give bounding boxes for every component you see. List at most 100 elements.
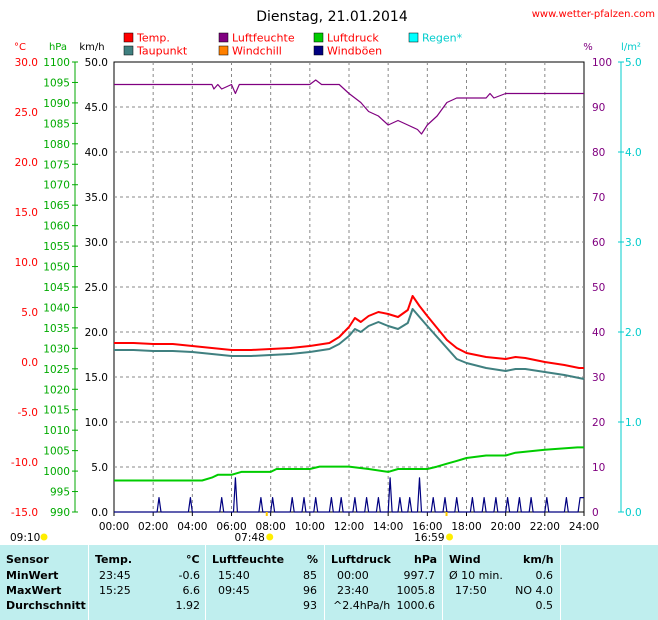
x-axis: 00:00 02:00 04:00 06:00 08:00 10:00 12:00 14:00… — [99, 512, 599, 533]
humidity-value: 85 — [303, 569, 317, 582]
legend-swatch — [313, 32, 324, 43]
tick-label-humidity: 90 — [592, 102, 605, 114]
grid — [114, 62, 584, 512]
header-pressure-unit: hPa — [414, 553, 438, 566]
tick-label-wind: 0.0 — [91, 507, 108, 519]
tick-label-pressure: 1030 — [43, 343, 70, 355]
weather-chart: Dienstag, 21.01.2014 www.wetter-pfalzen.… — [10, 9, 655, 544]
stats-row-max: MaxWert 15:25 6.6 09:45 96 23:40 1005.8 … — [0, 583, 658, 598]
tick-label-pressure: 1035 — [43, 323, 70, 335]
tick-label-humidity: 50 — [592, 282, 605, 294]
x-tick-label: 08:00 — [256, 521, 286, 533]
x-tick-label: 10:00 — [295, 521, 325, 533]
stats-row-min: MinWert 23:45 -0.6 15:40 85 00:00 997.7 … — [0, 568, 658, 583]
legend-label: Windchill — [232, 45, 282, 58]
tick-label-humidity: 60 — [592, 237, 605, 249]
humidity-time: 15:40 — [218, 569, 250, 582]
axis-unit-humidity: % — [583, 42, 593, 53]
x-tick-label: 12:00 — [334, 521, 364, 533]
tick-label-pressure: 1025 — [43, 364, 70, 376]
header-sensor: Sensor — [6, 553, 49, 566]
tick-label-humidity: 40 — [592, 327, 605, 339]
source-url: www.wetter-pfalzen.com — [532, 9, 655, 20]
tick-label-wind: 40.0 — [85, 147, 108, 159]
tick-label-temp: 0.0 — [21, 357, 38, 369]
x-tick-label: 04:00 — [177, 521, 207, 533]
tick-label-temp: 20.0 — [15, 157, 38, 169]
x-tick-label: 06:00 — [216, 521, 246, 533]
tick-label-humidity: 70 — [592, 192, 605, 204]
tick-label-temp: -5.0 — [18, 407, 39, 419]
tick-label-rain: 2.0 — [625, 327, 642, 339]
tick-label-pressure: 1050 — [43, 262, 70, 274]
tick-label-humidity: 30 — [592, 372, 605, 384]
legend-swatch — [218, 45, 229, 56]
humidity-value: 96 — [303, 584, 317, 597]
temp-time: 23:45 — [99, 569, 131, 582]
x-tick-label: 00:00 — [99, 521, 129, 533]
tick-label-rain: 0.0 — [625, 507, 642, 519]
pressure-value: 997.7 — [403, 569, 436, 582]
tick-label-pressure: 1055 — [43, 241, 70, 253]
series-group — [114, 79, 585, 513]
x-tick-label: 14:00 — [373, 521, 403, 533]
tick-label-wind: 10.0 — [85, 417, 108, 429]
axis-unit-temp: °C — [14, 42, 26, 53]
tick-label-pressure: 995 — [50, 487, 70, 499]
tick-label-wind: 45.0 — [85, 102, 108, 114]
row-label: MaxWert — [6, 584, 62, 597]
tick-label-pressure: 1015 — [43, 405, 70, 417]
sun-time-label: 07:48 — [234, 532, 264, 544]
header-temp-unit: °C — [186, 553, 200, 566]
tick-label-wind: 35.0 — [85, 192, 108, 204]
series-line — [114, 79, 584, 135]
tick-label-pressure: 1090 — [43, 98, 70, 110]
row-label: MinWert — [6, 569, 59, 582]
tick-label-humidity: 10 — [592, 462, 605, 474]
tick-label-wind: 5.0 — [91, 462, 108, 474]
chart-title: Dienstag, 21.01.2014 — [256, 9, 408, 25]
tick-label-wind: 50.0 — [85, 57, 108, 69]
legend-swatch — [123, 32, 134, 43]
tick-label-rain: 4.0 — [625, 147, 642, 159]
series-line — [114, 295, 584, 369]
x-tick-label: 22:00 — [530, 521, 560, 533]
tick-label-rain: 5.0 — [625, 57, 642, 69]
tick-label-pressure: 1000 — [43, 466, 70, 478]
series-line — [114, 446, 584, 482]
axis-unit-pressure: hPa — [49, 42, 67, 53]
tick-label-temp: 30.0 — [15, 57, 38, 69]
header-pressure: Luftdruck — [331, 553, 391, 566]
legend-label: Regen* — [422, 32, 463, 45]
header-humidity-unit: % — [307, 553, 319, 566]
sun-markers: 09:10 07:48 16:59 — [10, 512, 454, 544]
tick-label-humidity: 80 — [592, 147, 605, 159]
tick-label-pressure: 1045 — [43, 282, 70, 294]
tick-label-temp: -10.0 — [11, 457, 38, 469]
tick-label-temp: 10.0 — [15, 257, 38, 269]
pressure-trend: ^2.4hPa/h — [333, 599, 391, 612]
tick-label-pressure: 1010 — [43, 425, 70, 437]
x-tick-label: 18:00 — [451, 521, 481, 533]
axis-unit-rain: l/m² — [621, 42, 641, 53]
sun-icon — [446, 533, 454, 541]
x-tick-label: 02:00 — [138, 521, 168, 533]
header-humidity: Luftfeuchte — [212, 553, 285, 566]
header-wind: Wind — [449, 553, 481, 566]
series-line — [114, 477, 584, 513]
sun-icon — [40, 533, 48, 541]
tick-label-pressure: 1065 — [43, 200, 70, 212]
pressure-value: 1000.6 — [396, 599, 436, 612]
axis-unit-wind: km/h — [79, 42, 104, 53]
pressure-time: 00:00 — [337, 569, 369, 582]
tick-label-pressure: 1040 — [43, 302, 70, 314]
tick-label-wind: 25.0 — [85, 282, 108, 294]
x-tick-label: 24:00 — [569, 521, 599, 533]
tick-label-temp: -15.0 — [11, 507, 38, 519]
tick-label-wind: 15.0 — [85, 372, 108, 384]
tick-label-pressure: 1080 — [43, 139, 70, 151]
legend-swatch — [313, 45, 324, 56]
x-tick-label: 16:00 — [412, 521, 442, 533]
legend-label: Luftdruck — [327, 32, 379, 45]
temp-value: 1.92 — [175, 599, 201, 612]
